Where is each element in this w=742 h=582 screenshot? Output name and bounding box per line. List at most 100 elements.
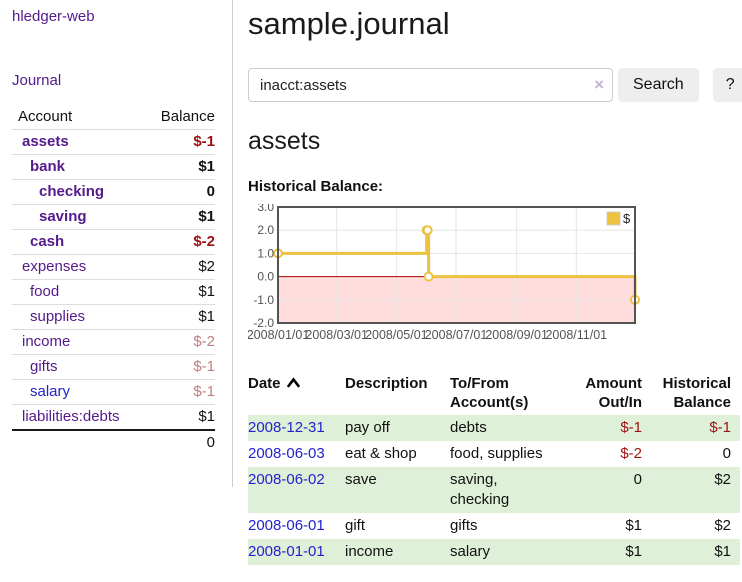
x-axis-tick-label: 2008/09/01 — [485, 328, 548, 342]
sidebar-account-link[interactable]: cash — [30, 233, 65, 250]
account-balance: $-1 — [193, 133, 215, 150]
register-description-cell: save — [345, 471, 377, 488]
account-row: food $1 — [12, 279, 215, 305]
account-balance: $1 — [198, 158, 215, 175]
help-button[interactable]: ? — [712, 68, 742, 102]
register-amount-cell: $1 — [625, 543, 642, 560]
transaction-date-link[interactable]: 2008-01-01 — [248, 543, 325, 560]
accounts-header-account: Account — [18, 108, 73, 125]
x-axis-tick-label: 2008/01/01 — [248, 328, 309, 342]
register-balance-cell: $-1 — [709, 419, 731, 436]
y-axis-tick-label: 0.0 — [257, 270, 274, 284]
sidebar-account-link[interactable]: bank — [30, 158, 66, 175]
transaction-date-link[interactable]: 2008-12-31 — [248, 419, 325, 436]
register-date-cell: 2008-06-01 — [248, 513, 345, 539]
sidebar-account-link[interactable]: income — [22, 333, 71, 350]
chart-canvas: $3.0 2.0 1.0 0.0 -1.0 -2.02008/01/012008/03/0… — [247, 200, 640, 342]
register-accounts-cell: saving, checking — [450, 471, 510, 508]
register-accounts-cell: debts — [450, 419, 487, 436]
register-row: 2008-06-03 eat & shop food, supplies $-2 0 — [248, 441, 740, 467]
sidebar-account-link[interactable]: saving — [39, 208, 87, 225]
account-row: checking 0 — [12, 179, 215, 205]
x-axis-tick-label: 2008/07/01 — [425, 328, 488, 342]
account-row: bank $1 — [12, 154, 215, 180]
register-amount-cell: 0 — [633, 471, 642, 488]
search-input[interactable] — [248, 68, 613, 102]
data-point-marker — [422, 225, 433, 236]
account-balance: $1 — [198, 208, 215, 225]
data-point-marker — [423, 271, 434, 282]
register-description-cell: eat & shop — [345, 445, 417, 462]
account-heading: assets — [248, 127, 321, 155]
sidebar-account-link[interactable]: liabilities:debts — [22, 408, 120, 425]
sidebar-account-link[interactable]: supplies — [30, 308, 86, 325]
chart-frame — [277, 206, 636, 324]
y-axis-tick-label: -2.0 — [253, 316, 274, 330]
transaction-date-link[interactable]: 2008-06-01 — [248, 517, 325, 534]
register-balance-cell: $1 — [714, 543, 731, 560]
sidebar-account-link[interactable]: gifts — [30, 358, 58, 375]
sidebar-item-journal[interactable]: Journal — [12, 72, 62, 89]
app-title-link[interactable]: hledger-web — [12, 8, 95, 25]
accounts-balance-table: Account Balance assets $-1 bank $1 checking 0… — [12, 105, 215, 455]
account-balance: $1 — [198, 283, 215, 300]
register-accounts-cell: salary — [450, 543, 491, 560]
register-header-row: Date Description To/From Account(s) Amou… — [248, 371, 740, 415]
accounts-header-balance: Balance — [160, 108, 215, 125]
search-button[interactable]: Search — [618, 68, 699, 102]
accounts-total-balance: 0 — [206, 434, 215, 451]
account-row: salary $-1 — [12, 379, 215, 405]
register-row: 2008-01-01 income salary $1 $1 — [248, 539, 740, 565]
sort-ascending-icon — [286, 374, 300, 393]
y-axis-tick-label: 3.0 — [257, 204, 274, 214]
register-accounts-cell: food, supplies — [450, 445, 543, 462]
register-row: 2008-12-31 pay off debts $-1 $-1 — [248, 415, 740, 441]
historical-balance-chart: $3.0 2.0 1.0 0.0 -1.0 -2.0 2008/01/01 2008/03/0… — [247, 200, 742, 354]
main-content: sample.journal × Search ? assets Histori… — [247, 0, 742, 565]
account-row: income $-2 — [12, 329, 215, 355]
clear-search-icon[interactable]: × — [594, 75, 604, 94]
account-row: cash $-2 — [12, 229, 215, 255]
register-amount-cell: $-2 — [620, 445, 642, 462]
sidebar-account-link[interactable]: salary — [30, 383, 71, 400]
register-description-cell: pay off — [345, 419, 390, 436]
sidebar-account-link[interactable]: food — [30, 283, 60, 300]
transaction-date-link[interactable]: 2008-06-03 — [248, 445, 325, 462]
account-row: gifts $-1 — [12, 354, 215, 380]
account-row: liabilities:debts $1 — [12, 404, 215, 431]
register-date-cell: 2008-06-02 — [248, 467, 345, 513]
account-balance: 0 — [206, 183, 215, 200]
y-axis-tick-label: -1.0 — [253, 293, 274, 307]
chart-title: Historical Balance: — [248, 178, 384, 195]
account-balance: $1 — [198, 408, 215, 425]
transaction-date-link[interactable]: 2008-06-02 — [248, 471, 325, 488]
sidebar-account-link[interactable]: assets — [22, 133, 69, 150]
register-date-cell: 2008-06-03 — [248, 441, 345, 467]
y-axis-tick-label: 1.0 — [257, 246, 274, 260]
account-balance: $-1 — [193, 383, 215, 400]
register-row: 2008-06-02 save saving, checking 0 $2 — [248, 467, 740, 513]
sidebar-account-link[interactable]: checking — [39, 183, 105, 200]
account-balance: $1 — [198, 308, 215, 325]
register-amount-cell: $-1 — [620, 419, 642, 436]
register-header-date[interactable]: Date — [248, 371, 345, 415]
register-description-cell: gift — [345, 517, 366, 534]
account-balance: $-1 — [193, 358, 215, 375]
account-balance: $-2 — [193, 233, 215, 250]
page-title: sample.journal — [248, 6, 450, 41]
x-axis-tick-label: 2008/11/01 — [545, 328, 607, 342]
accounts-table-header: Account Balance — [12, 105, 215, 130]
y-axis-tick-label: 2.0 — [257, 223, 274, 237]
register-table: Date Description To/From Account(s) Amou… — [248, 371, 740, 565]
register-row: 2008-06-01 gift gifts $1 $2 — [248, 513, 740, 539]
account-balance: $2 — [198, 258, 215, 275]
register-header-accounts: To/From Account(s) — [450, 375, 529, 411]
register-header-balance: Historical Balance — [662, 375, 731, 411]
register-balance-cell: $2 — [714, 517, 731, 534]
account-row: supplies $1 — [12, 304, 215, 330]
register-balance-cell: 0 — [722, 445, 731, 462]
sidebar-account-link[interactable]: expenses — [22, 258, 87, 275]
search-form: × Search ? — [248, 68, 742, 102]
legend-swatch — [606, 211, 621, 226]
x-axis-tick-label: 2008/05/01 — [365, 328, 428, 342]
